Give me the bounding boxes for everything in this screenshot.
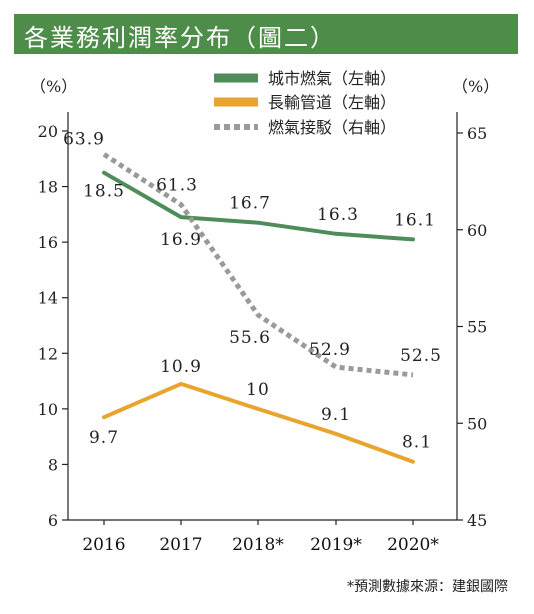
data-label: 10.9 xyxy=(160,357,202,377)
left-axis-tick-label: 14 xyxy=(38,289,58,308)
data-label: 16.9 xyxy=(160,230,202,250)
data-label: 18.5 xyxy=(83,182,125,202)
legend-label-2: 長輸管道（左軸） xyxy=(268,93,396,112)
left-axis-tick-label: 10 xyxy=(38,400,58,419)
data-label: 52.9 xyxy=(309,340,351,360)
left-axis-tick-label: 6 xyxy=(48,511,58,530)
left-axis-unit-label: （%） xyxy=(30,77,77,96)
right-axis-tick-label: 65 xyxy=(467,124,487,143)
data-label: 16.3 xyxy=(317,205,359,225)
data-label: 9.7 xyxy=(89,428,119,448)
data-label: 61.3 xyxy=(156,176,198,196)
right-axis-tick-label: 55 xyxy=(467,318,487,337)
right-axis-tick-label: 50 xyxy=(467,414,487,433)
right-axis-tick-label: 45 xyxy=(467,511,487,530)
data-label: 16.7 xyxy=(229,194,271,214)
series-line-2 xyxy=(102,381,415,464)
x-axis-tick-label: 2020* xyxy=(387,535,439,555)
data-label: 10 xyxy=(246,380,270,400)
data-label: 9.1 xyxy=(321,405,351,425)
left-axis-tick-label: 20 xyxy=(38,122,58,141)
x-axis-tick-label: 2019* xyxy=(310,535,362,555)
data-label: 55.6 xyxy=(229,328,271,348)
chart-title: 各業務利潤率分布（圖二） xyxy=(24,24,336,52)
legend-label-1: 城市燃氣（左軸） xyxy=(268,69,396,88)
left-axis-tick-label: 12 xyxy=(38,344,58,363)
data-label: 63.9 xyxy=(63,129,105,149)
x-axis-tick-label: 2018* xyxy=(232,535,284,555)
data-label: 8.1 xyxy=(402,433,432,453)
left-axis-tick-label: 18 xyxy=(38,178,58,197)
left-axis-tick-label: 16 xyxy=(38,233,58,252)
series-line-3 xyxy=(102,152,414,378)
data-label: 16.1 xyxy=(394,210,436,230)
x-axis-tick-label: 2017 xyxy=(159,535,202,555)
series-line-1 xyxy=(102,170,415,242)
data-label: 52.5 xyxy=(400,346,442,366)
x-axis-tick-label: 2016 xyxy=(82,535,125,555)
left-axis-tick-label: 8 xyxy=(48,455,58,474)
source-note: *預測數據來源：建銀國際 xyxy=(347,579,508,595)
legend-label-3: 燃氣接駁（右軸） xyxy=(268,118,396,137)
right-axis-tick-label: 60 xyxy=(467,221,487,240)
title-bar: 各業務利潤率分布（圖二） xyxy=(14,14,518,54)
right-axis-unit-label: （%） xyxy=(452,77,499,96)
